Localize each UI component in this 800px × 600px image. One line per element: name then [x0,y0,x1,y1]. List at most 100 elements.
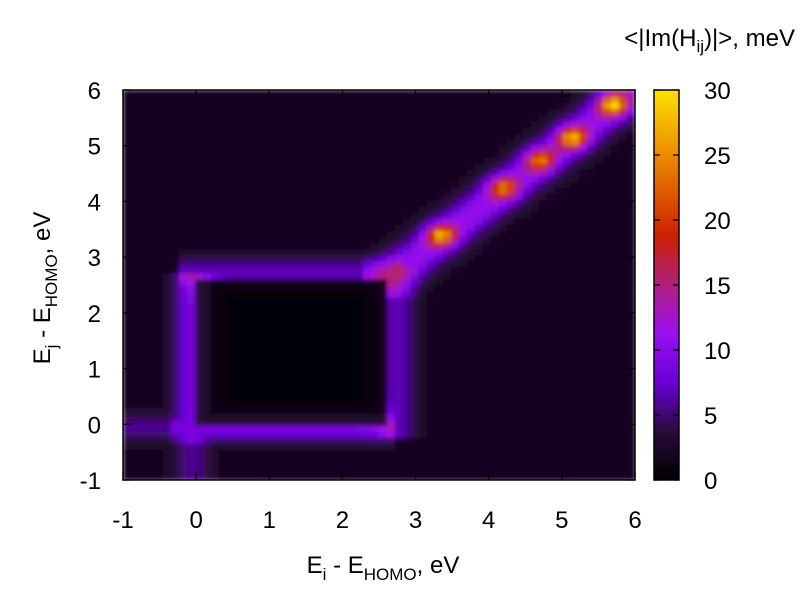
heatmap-cell [339,333,348,341]
heatmap-cell [195,260,204,268]
heatmap-cell [155,175,164,182]
heatmap-cell [179,236,188,243]
heatmap-cell [363,266,372,274]
heatmap-cell [235,266,244,274]
heatmap-cell [155,443,164,451]
heatmap-cell [331,364,340,371]
heatmap-cell [339,291,348,298]
heatmap-cell [427,230,436,237]
heatmap-cell [539,394,548,402]
heatmap-cell [155,339,164,347]
heatmap-cell [371,437,380,445]
heatmap-cell [387,199,396,207]
heatmap-cell [195,309,204,317]
heatmap-cell [203,199,212,207]
heatmap-cell [283,181,292,189]
heatmap-cell [211,157,220,164]
heatmap-cell [251,382,260,390]
heatmap-cell [523,358,532,365]
heatmap-cell [251,315,260,323]
heatmap-cell [323,224,332,231]
heatmap-cell [459,248,468,256]
heatmap-cell [443,467,452,475]
heatmap-cell [179,412,188,420]
heatmap-cell [467,394,476,402]
heatmap-cell [603,260,612,268]
heatmap-cell [435,382,444,390]
heatmap-cell [363,358,372,365]
heatmap-cell [243,309,252,317]
heatmap-cell [363,242,372,250]
heatmap-cell [459,297,468,304]
heatmap-cell [147,358,156,365]
heatmap-cell [619,303,628,310]
heatmap-cell [515,266,524,274]
heatmap-cell [475,260,484,268]
heatmap-cell [483,150,492,158]
heatmap-cell [539,443,548,451]
heatmap-cell [475,285,484,292]
heatmap-cell [539,419,548,426]
heatmap-cell [579,157,588,164]
heatmap-cell [587,358,596,365]
heatmap-cell [459,382,468,390]
heatmap-cell [595,297,604,304]
heatmap-cell [163,437,172,445]
heatmap-cell [379,382,388,390]
heatmap-cell [283,419,292,426]
heatmap-cell [563,175,572,182]
heatmap-cell [571,126,580,134]
heatmap-cell [619,132,628,140]
heatmap-cell [171,114,180,122]
heatmap-cell [475,394,484,402]
heatmap-cell [371,230,380,237]
heatmap-cell [435,187,444,195]
heatmap-cell [595,473,604,480]
heatmap-cell [339,224,348,231]
heatmap-cell [571,157,580,164]
heatmap-cell [163,345,172,353]
heatmap-cell [179,120,188,128]
heatmap-cell [579,425,588,432]
heatmap-cell [539,150,548,158]
heatmap-cell [291,230,300,237]
heatmap-cell [451,144,460,152]
heatmap-cell [531,382,540,390]
heatmap-cell [499,455,508,463]
heatmap-cell [627,272,635,280]
heatmap-cell [267,382,276,390]
heatmap-cell [267,364,276,371]
heatmap-cell [347,333,356,341]
heatmap-cell [507,297,516,304]
heatmap-cell [283,138,292,146]
heatmap-cell [355,193,364,201]
heatmap-cell [539,126,548,134]
heatmap-cell [387,449,396,457]
heatmap-cell [219,321,228,329]
heatmap-cell [579,138,588,146]
heatmap-cell [275,120,284,128]
heatmap-cell [171,144,180,152]
heatmap-cell [627,315,635,323]
heatmap-cell [339,230,348,237]
colorbar-tick-label: 30 [704,78,731,105]
heatmap-cell [251,144,260,152]
heatmap-cell [603,449,612,457]
heatmap-cell [387,260,396,268]
heatmap-cell [275,150,284,158]
heatmap-cell [619,388,628,396]
heatmap-cell [427,217,436,225]
heatmap-cell [475,467,484,475]
heatmap-cell [211,333,220,341]
heatmap-cell [459,437,468,445]
heatmap-cell [395,120,404,128]
heatmap-cell [195,315,204,323]
heatmap-cell [459,120,468,128]
heatmap-cell [483,260,492,268]
heatmap-cell [579,339,588,347]
heatmap-cell [195,272,204,280]
heatmap-cell [459,315,468,323]
heatmap-cell [187,400,196,408]
heatmap-cell [299,278,308,286]
heatmap-cell [627,126,635,134]
